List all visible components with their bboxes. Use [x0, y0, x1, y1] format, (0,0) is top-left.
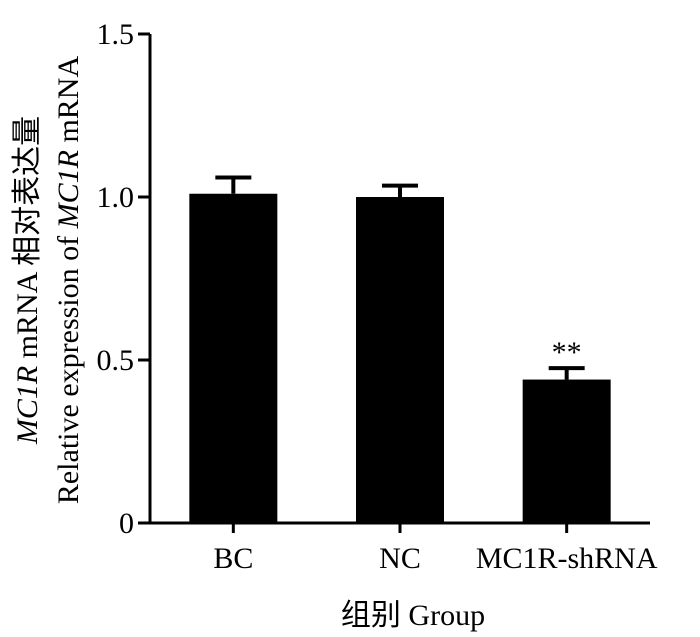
y-axis-title-line2: Relative expression of MC1R mRNA [52, 56, 85, 505]
y-axis-title-line1: MC1R mRNA 相对表达量 [11, 116, 44, 445]
y-tick-label: 1.5 [97, 18, 135, 51]
bar [522, 379, 611, 523]
y-tick-label: 0 [119, 507, 134, 540]
bar [189, 193, 278, 524]
significance-marker: ** [552, 336, 582, 369]
x-axis-title: 组别 Group [341, 599, 485, 632]
x-tick-label: NC [379, 542, 421, 575]
y-tick-label: 1.0 [97, 181, 135, 214]
y-tick-label: 0.5 [97, 344, 135, 377]
x-tick-label: MC1R-shRNA [476, 542, 658, 575]
bar [356, 197, 444, 523]
x-tick-label: BC [213, 542, 253, 575]
plot-area: 0 0.5 1.0 1.5 BC NC MC1R-shRNA ** [97, 18, 658, 575]
